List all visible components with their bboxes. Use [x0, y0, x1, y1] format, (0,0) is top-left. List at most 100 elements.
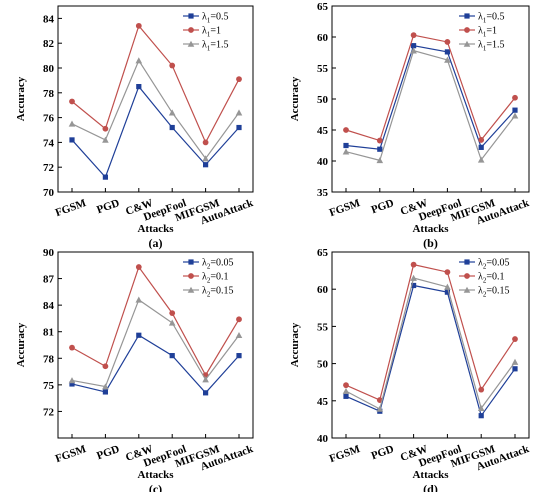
- y-tick-label: 60: [317, 284, 329, 296]
- data-point: [168, 319, 176, 326]
- x-tick-label: FGSM: [328, 197, 363, 219]
- series-line: [71, 59, 240, 160]
- series-1: [343, 43, 518, 152]
- legend-entry: λ1=1: [183, 26, 221, 39]
- legend: λ1=0.5λ1=1λ1=1.5: [183, 12, 229, 53]
- data-point: [410, 274, 417, 281]
- y-tick-label: 84: [43, 300, 55, 312]
- y-tick-label: 87: [43, 274, 55, 286]
- series-2: [343, 261, 518, 403]
- series-3: [342, 47, 519, 164]
- legend-entry: λ1=1.5: [183, 40, 229, 53]
- legend-entry: λ2=0.1: [183, 272, 229, 285]
- data-point: [169, 353, 175, 359]
- legend-entry: λ2=0.1: [459, 272, 505, 285]
- data-point: [512, 107, 518, 113]
- legend-entry: λ1=0.5: [459, 12, 505, 25]
- data-point: [68, 377, 76, 384]
- y-tick-label: 70: [43, 187, 55, 199]
- legend-marker: [188, 273, 194, 279]
- y-tick-label: 75: [43, 380, 55, 392]
- data-point: [235, 331, 243, 339]
- data-point: [376, 137, 383, 144]
- x-tick-label: PGD: [95, 443, 121, 462]
- legend-marker: [464, 259, 470, 265]
- data-point: [203, 162, 209, 168]
- legend-marker: [188, 259, 194, 265]
- y-tick-label: 65: [317, 247, 329, 259]
- legend-label: λ2=0.05: [478, 258, 510, 271]
- data-point: [410, 32, 417, 39]
- y-tick-label: 74: [43, 137, 55, 149]
- series-line: [71, 298, 240, 388]
- panel-label: (c): [149, 482, 162, 492]
- data-point: [511, 358, 519, 365]
- y-tick-label: 50: [317, 359, 329, 371]
- plot-frame: [57, 251, 254, 439]
- y-tick-label: 65: [317, 1, 329, 13]
- legend-marker: [464, 273, 470, 279]
- data-point: [102, 174, 108, 180]
- data-point: [478, 386, 485, 393]
- data-point: [512, 336, 518, 342]
- data-point: [477, 156, 485, 163]
- series-2: [69, 264, 242, 379]
- data-point: [377, 146, 383, 152]
- series-1: [69, 332, 242, 396]
- x-axis-title: Attacks: [137, 223, 174, 235]
- legend-marker: [188, 13, 194, 19]
- data-point: [411, 282, 417, 289]
- plot-frame: [57, 5, 254, 193]
- legend-entry: λ1=0.5: [183, 12, 229, 25]
- legend-label: λ1=0.5: [478, 12, 505, 25]
- data-point: [135, 22, 142, 29]
- y-axis-title: Accuracy: [15, 322, 27, 367]
- series-line: [71, 24, 240, 144]
- data-point: [202, 139, 209, 146]
- data-point: [202, 376, 209, 383]
- series-3: [68, 57, 243, 162]
- data-point: [135, 264, 142, 270]
- data-point: [410, 47, 417, 54]
- data-point: [512, 366, 518, 372]
- data-point: [444, 289, 450, 295]
- x-tick-label: PGD: [95, 197, 121, 216]
- data-point: [135, 296, 143, 303]
- legend-label: λ1=1.5: [478, 40, 505, 53]
- series-line: [345, 277, 516, 410]
- data-point: [444, 56, 451, 63]
- data-point: [102, 389, 108, 395]
- x-tick-label: PGD: [370, 443, 396, 462]
- data-point: [203, 390, 209, 396]
- legend-marker: [188, 27, 194, 33]
- legend: λ1=0.5λ1=1λ1=1.5: [459, 12, 505, 53]
- data-point: [342, 387, 350, 394]
- data-point: [376, 405, 384, 412]
- plot-frame: [331, 251, 530, 439]
- y-axis-title: Accuracy: [289, 322, 301, 367]
- data-point: [136, 332, 142, 338]
- y-axis-title: Accuracy: [15, 76, 27, 121]
- y-tick-label: 90: [43, 247, 55, 259]
- data-point: [236, 353, 242, 359]
- legend-marker: [464, 13, 470, 19]
- data-point: [343, 142, 349, 149]
- series-line: [345, 263, 516, 401]
- data-point: [202, 155, 209, 162]
- data-point: [168, 109, 176, 116]
- data-point: [102, 136, 109, 143]
- data-point: [169, 124, 175, 131]
- data-point: [478, 144, 484, 150]
- data-point: [68, 120, 76, 127]
- x-tick-label: FGSM: [54, 197, 89, 219]
- series-line: [71, 334, 240, 394]
- legend-label: λ1=0.5: [202, 12, 229, 25]
- data-point: [478, 137, 485, 143]
- series-line: [345, 44, 516, 150]
- data-point: [136, 84, 142, 90]
- y-tick-label: 80: [43, 63, 55, 75]
- data-point: [236, 124, 242, 131]
- panel-label: (b): [423, 236, 438, 250]
